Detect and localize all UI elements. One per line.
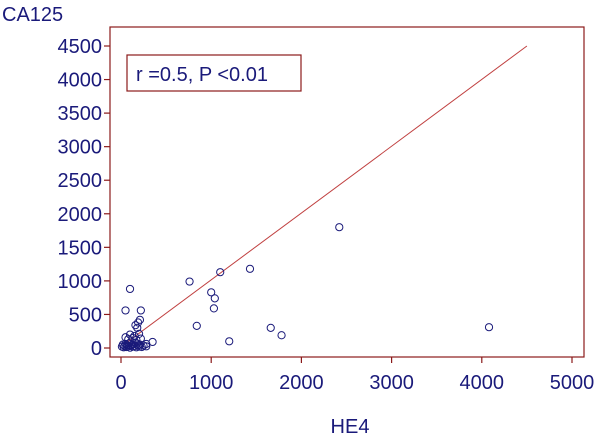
y-axis: 0 500 1000 1500 2000 2500 3000 3500 4000 4500 bbox=[58, 36, 110, 360]
data-point bbox=[142, 339, 151, 349]
x-tick-label: 0 bbox=[115, 372, 126, 394]
data-point bbox=[134, 329, 144, 339]
y-tick-label: 2500 bbox=[58, 170, 103, 192]
annotation-box bbox=[126, 54, 302, 92]
data-point bbox=[266, 323, 275, 332]
data-point bbox=[209, 304, 219, 313]
data-point bbox=[225, 337, 234, 346]
data-point bbox=[484, 323, 494, 332]
x-tick-label: 5000 bbox=[550, 372, 595, 394]
data-point bbox=[185, 277, 194, 286]
y-tick-label: 0 bbox=[91, 338, 102, 360]
data-point bbox=[277, 331, 286, 340]
data-point bbox=[135, 315, 145, 324]
data-point bbox=[136, 334, 145, 343]
x-tick-label: 3000 bbox=[369, 372, 414, 394]
y-tick-label: 2000 bbox=[58, 204, 103, 226]
y-tick-label: 3500 bbox=[58, 103, 103, 125]
data-point bbox=[129, 340, 138, 349]
data-point bbox=[245, 264, 255, 273]
data-point bbox=[134, 318, 143, 327]
x-axis-title: HE4 bbox=[331, 416, 370, 438]
x-tick-label: 1000 bbox=[189, 372, 234, 394]
y-tick-label: 500 bbox=[69, 304, 102, 326]
x-tick-label: 2000 bbox=[279, 372, 324, 394]
plot-frame bbox=[109, 26, 585, 358]
regression-line bbox=[126, 45, 528, 344]
x-axis: 0 1000 2000 3000 4000 5000 bbox=[115, 357, 594, 394]
y-tick-label: 1000 bbox=[58, 271, 103, 293]
data-point bbox=[125, 284, 135, 294]
y-axis-title: CA125 bbox=[2, 4, 63, 26]
data-point bbox=[207, 288, 216, 297]
data-point bbox=[121, 306, 130, 315]
y-tick-label: 3000 bbox=[58, 137, 103, 159]
data-point bbox=[131, 321, 140, 330]
y-tick-label: 4000 bbox=[58, 70, 103, 92]
y-tick-label: 4500 bbox=[58, 36, 103, 58]
data-point bbox=[210, 294, 219, 303]
data-point bbox=[192, 321, 201, 330]
data-point bbox=[133, 323, 142, 332]
data-points bbox=[117, 223, 494, 352]
data-point bbox=[124, 335, 133, 344]
data-point bbox=[216, 268, 225, 277]
y-tick-label: 1500 bbox=[58, 237, 103, 259]
data-point bbox=[142, 342, 151, 351]
x-tick-label: 4000 bbox=[460, 372, 505, 394]
data-point bbox=[335, 223, 344, 232]
data-point bbox=[136, 306, 145, 315]
annotation-text: r =0.5, P <0.01 bbox=[136, 64, 268, 86]
data-point bbox=[137, 342, 146, 352]
